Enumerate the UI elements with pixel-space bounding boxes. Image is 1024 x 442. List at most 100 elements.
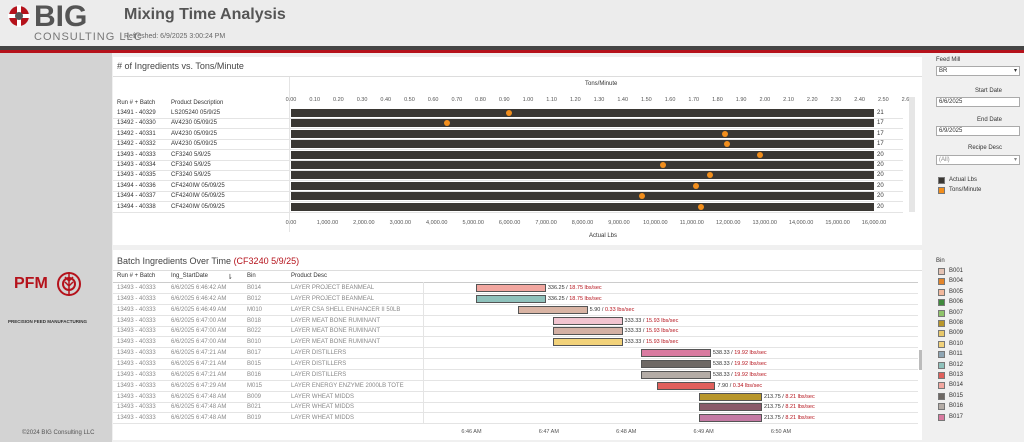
ingredient-time-bar[interactable] [657,381,716,390]
start-date-cell[interactable]: 6/6/2025 6:46:42 AM [171,295,227,302]
product-desc-cell[interactable]: LAYER DISTILLERS [291,371,347,378]
run-batch-cell[interactable]: 13491 - 40329 [117,110,156,116]
sort-icon[interactable]: ⇂ [227,274,233,281]
run-batch-cell[interactable]: 13493 - 40333 [117,317,156,324]
col-header-bin[interactable]: Bin [247,273,256,279]
start-date-cell[interactable]: 6/6/2025 6:46:49 AM [171,306,227,313]
start-date-cell[interactable]: 6/6/2025 6:47:21 AM [171,350,227,357]
run-batch-cell[interactable]: 13493 - 40335 [117,172,156,179]
bin-cell[interactable]: B009 [247,393,262,400]
col-header-run[interactable]: Run # + Batch [117,100,156,106]
bin-swatch[interactable] [938,299,945,307]
actual-lbs-bar[interactable] [291,119,874,128]
product-desc-cell[interactable]: LAYER PROJECT BEANMEAL [291,285,375,291]
bin-cell[interactable]: B022 [247,328,262,335]
run-batch-cell[interactable]: 13493 - 40333 [117,393,156,400]
product-desc-cell[interactable]: CF4240IW 05/09/25 [171,182,225,189]
run-batch-cell[interactable]: 13493 - 40334 [117,162,156,168]
bin-label[interactable]: B010 [949,340,964,347]
product-desc-cell[interactable]: CF4240IW 05/09/25 [171,203,225,210]
bin-label[interactable]: B005 [949,288,964,295]
bin-swatch[interactable] [938,268,945,275]
tons-per-minute-point[interactable] [505,110,512,116]
bin-cell[interactable]: B017 [247,350,262,357]
product-desc-cell[interactable]: CF3240 5/9/25 [171,151,211,158]
product-desc-cell[interactable]: CF3240 5/9/25 [171,162,211,168]
run-batch-cell[interactable]: 13493 - 40333 [117,404,156,411]
bin-swatch[interactable] [938,320,945,327]
start-date-input[interactable]: 6/6/2025 [936,97,1020,107]
bin-label[interactable]: B008 [949,320,964,326]
ingredient-time-bar[interactable] [641,359,711,368]
run-batch-cell[interactable]: 13493 - 40333 [117,306,156,313]
bin-cell[interactable]: B010 [247,339,262,346]
bin-cell[interactable]: B019 [247,415,262,422]
bin-swatch[interactable] [938,351,945,359]
ingredient-time-bar[interactable] [476,284,546,292]
product-desc-cell[interactable]: LAYER WHEAT MIDDS [291,393,355,400]
bin-label[interactable]: B012 [949,361,964,368]
tons-per-minute-point[interactable] [697,203,704,210]
tons-per-minute-point[interactable] [444,120,451,127]
bin-cell[interactable]: B021 [247,404,262,411]
product-desc-cell[interactable]: CF3240 5/9/25 [171,172,211,179]
run-batch-cell[interactable]: 13492 - 40330 [117,120,156,127]
ingredient-time-bar[interactable] [476,294,546,303]
bin-swatch[interactable] [938,413,945,421]
start-date-cell[interactable]: 6/6/2025 6:47:00 AM [171,328,227,335]
actual-lbs-bar[interactable] [291,129,874,138]
tons-per-minute-point[interactable] [659,162,666,168]
bin-swatch[interactable] [938,372,945,379]
bin-label[interactable]: B004 [949,278,964,285]
bin-cell[interactable]: B014 [247,285,262,291]
col-header-run-2[interactable]: Run # + Batch [117,273,156,279]
bin-swatch[interactable] [938,288,945,296]
product-desc-cell[interactable]: LAYER MEAT BONE RUMINANT [291,328,381,335]
ingredient-time-bar[interactable] [517,305,588,314]
run-batch-cell[interactable]: 13494 - 40336 [117,182,156,189]
product-desc-cell[interactable]: AV4230 05/09/25 [171,141,217,148]
product-desc-cell[interactable]: LAYER MEAT BONE RUMINANT [291,317,381,324]
actual-lbs-bar[interactable] [291,140,874,149]
product-desc-cell[interactable]: LAYER ENERGY ENZYME 2000LB TOTE [291,382,404,389]
actual-lbs-bar[interactable] [291,150,874,159]
recipe-desc-select[interactable]: (All) ▾ [936,155,1020,165]
run-batch-cell[interactable]: 13493 - 40333 [117,295,156,302]
product-desc-cell[interactable]: LAYER WHEAT MIDDS [291,415,355,422]
feed-mill-select[interactable]: BR ▾ [936,66,1020,76]
tons-per-minute-point[interactable] [638,193,645,200]
bin-label[interactable]: B014 [949,382,964,389]
bin-label[interactable]: B015 [949,392,964,399]
bin-swatch[interactable] [938,382,945,390]
ingredient-time-bar[interactable] [641,349,711,358]
product-desc-cell[interactable]: CF4240IW 05/09/25 [171,193,225,200]
actual-lbs-bar[interactable] [291,161,874,169]
run-batch-cell[interactable]: 13493 - 40333 [117,360,156,367]
product-desc-cell[interactable]: AV4230 05/09/25 [171,120,217,127]
ingredient-time-bar[interactable] [641,370,711,379]
bin-cell[interactable]: B015 [247,360,262,367]
bin-label[interactable]: B001 [949,268,964,274]
run-batch-cell[interactable]: 13493 - 40333 [117,328,156,335]
run-batch-cell[interactable]: 13493 - 40333 [117,382,156,389]
actual-lbs-bar[interactable] [291,109,874,117]
top-scrollbar[interactable] [909,97,915,212]
ingredient-time-bar[interactable] [699,414,762,423]
actual-lbs-bar[interactable] [291,171,874,180]
tons-per-minute-point[interactable] [721,130,728,137]
start-date-cell[interactable]: 6/6/2025 6:47:00 AM [171,339,227,346]
bottom-scrollbar[interactable] [919,350,922,370]
product-desc-cell[interactable]: AV4230 05/09/25 [171,130,217,137]
col-header-desc[interactable]: Product Description [171,100,224,106]
start-date-cell[interactable]: 6/6/2025 6:47:00 AM [171,317,227,324]
actual-lbs-bar[interactable] [291,202,874,211]
bin-cell[interactable]: B016 [247,371,262,378]
bin-swatch[interactable] [938,330,945,338]
end-date-input[interactable]: 6/9/2025 [936,126,1020,136]
bin-swatch[interactable] [938,392,945,400]
bin-label[interactable]: B009 [949,330,964,337]
run-batch-cell[interactable]: 13493 - 40333 [117,151,156,158]
bin-label[interactable]: B007 [949,309,964,316]
bin-swatch[interactable] [938,361,945,369]
ingredient-time-bar[interactable] [699,403,762,412]
